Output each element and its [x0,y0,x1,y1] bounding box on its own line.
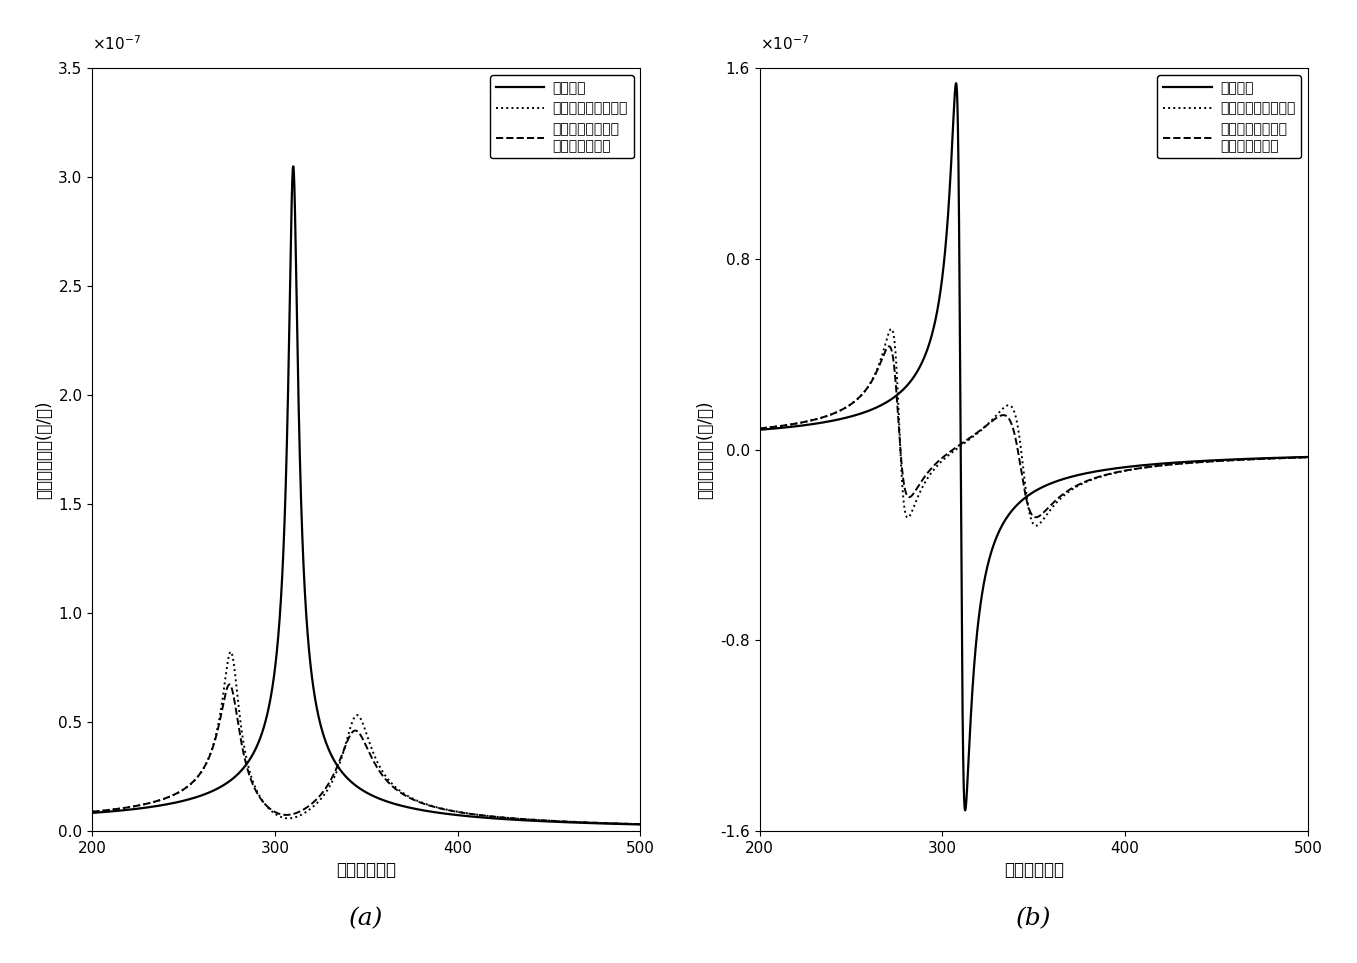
普通调谐质量阻尼器 [950,442,966,454]
普通调谐质量阻尼器 [408,794,425,806]
普通调谐质量阻尼器 [520,814,536,825]
Line: 无阻尼器: 无阻尼器 [760,83,1308,810]
普通调谐质量阻尼器 [883,324,900,335]
优化后弹支干摩擦
调谐质量阻尼器 [950,440,966,452]
普通调谐质量阻尼器 [282,813,299,824]
无阻尼器 [949,77,965,89]
X-axis label: 频率（赫兹）: 频率（赫兹） [1004,862,1064,879]
普通调谐质量阻尼器 [433,802,449,814]
优化后弹支干摩擦
调谐质量阻尼器 [491,812,508,823]
Text: $\times10^{-7}$: $\times10^{-7}$ [92,35,141,53]
Text: (b): (b) [1016,907,1052,930]
Legend: 无阻尼器, 普通调谐质量阻尼器, 优化后弹支干摩擦
调谐质量阻尼器: 无阻尼器, 普通调谐质量阻尼器, 优化后弹支干摩擦 调谐质量阻尼器 [490,75,634,158]
优化后弹支干摩擦
调谐质量阻尼器 [433,803,449,815]
Text: $\times10^{-7}$: $\times10^{-7}$ [760,35,809,53]
普通调谐质量阻尼器 [1076,477,1092,488]
无阻尼器 [1158,457,1174,469]
无阻尼器 [408,803,425,815]
无阻尼器 [111,805,128,817]
无阻尼器 [491,813,508,824]
优化后弹支干摩擦
调谐质量阻尼器 [221,679,237,690]
Line: 优化后弹支干摩擦
调谐质量阻尼器: 优化后弹支干摩擦 调谐质量阻尼器 [760,347,1308,517]
优化后弹支干摩擦
调谐质量阻尼器 [752,423,768,434]
普通调谐质量阻尼器 [111,803,128,815]
X-axis label: 频率（赫兹）: 频率（赫兹） [337,862,396,879]
无阻尼器 [84,807,100,819]
普通调谐质量阻尼器 [491,811,508,822]
优化后弹支干摩擦
调谐质量阻尼器 [1101,468,1117,480]
无阻尼器 [285,161,301,172]
无阻尼器 [1187,455,1204,467]
无阻尼器 [1076,468,1092,480]
优化后弹支干摩擦
调谐质量阻尼器 [520,814,536,825]
优化后弹支干摩擦
调谐质量阻尼器 [1158,459,1174,471]
Line: 优化后弹支干摩擦
调谐质量阻尼器: 优化后弹支干摩擦 调谐质量阻尼器 [92,685,641,824]
无阻尼器 [433,807,449,819]
Line: 普通调谐质量阻尼器: 普通调谐质量阻尼器 [760,329,1308,526]
无阻尼器 [632,819,649,830]
普通调谐质量阻尼器 [632,819,649,830]
优化后弹支干摩擦
调谐质量阻尼器 [1300,452,1316,463]
Line: 普通调谐质量阻尼器: 普通调谐质量阻尼器 [92,652,641,824]
无阻尼器 [1101,463,1117,475]
无阻尼器 [1300,452,1316,463]
普通调谐质量阻尼器 [1300,452,1316,463]
普通调谐质量阻尼器 [752,423,768,434]
普通调谐质量阻尼器 [779,419,795,430]
优化后弹支干摩擦
调谐质量阻尼器 [1076,477,1092,488]
优化后弹支干摩擦
调谐质量阻尼器 [779,419,795,430]
优化后弹支干摩擦
调谐质量阻尼器 [881,341,897,352]
Line: 无阻尼器: 无阻尼器 [92,167,641,824]
无阻尼器 [752,424,768,435]
优化后弹支干摩擦
调谐质量阻尼器 [632,819,649,830]
优化后弹支干摩擦
调谐质量阻尼器 [84,806,100,818]
普通调谐质量阻尼器 [1158,459,1174,471]
普通调谐质量阻尼器 [84,806,100,818]
普通调谐质量阻尼器 [223,646,239,658]
Y-axis label: 频响函数幅值(米/牛): 频响函数幅值(米/牛) [35,401,53,499]
无阻尼器 [779,422,795,433]
无阻尼器 [520,815,536,826]
Text: (a): (a) [349,907,384,930]
优化后弹支干摩擦
调谐质量阻尼器 [408,795,425,807]
优化后弹支干摩擦
调谐质量阻尼器 [282,809,299,820]
无阻尼器 [282,243,299,254]
优化后弹支干摩擦
调谐质量阻尼器 [1027,511,1044,523]
优化后弹支干摩擦
调谐质量阻尼器 [1187,456,1204,468]
Legend: 无阻尼器, 普通调谐质量阻尼器, 优化后弹支干摩擦
调谐质量阻尼器: 无阻尼器, 普通调谐质量阻尼器, 优化后弹支干摩擦 调谐质量阻尼器 [1158,75,1301,158]
优化后弹支干摩擦
调谐质量阻尼器 [111,803,128,815]
Y-axis label: 频响函数实部(米/牛): 频响函数实部(米/牛) [696,401,715,499]
普通调谐质量阻尼器 [1187,456,1204,468]
普通调谐质量阻尼器 [1027,520,1044,532]
无阻尼器 [950,137,966,148]
无阻尼器 [957,804,973,816]
普通调谐质量阻尼器 [1101,469,1117,481]
